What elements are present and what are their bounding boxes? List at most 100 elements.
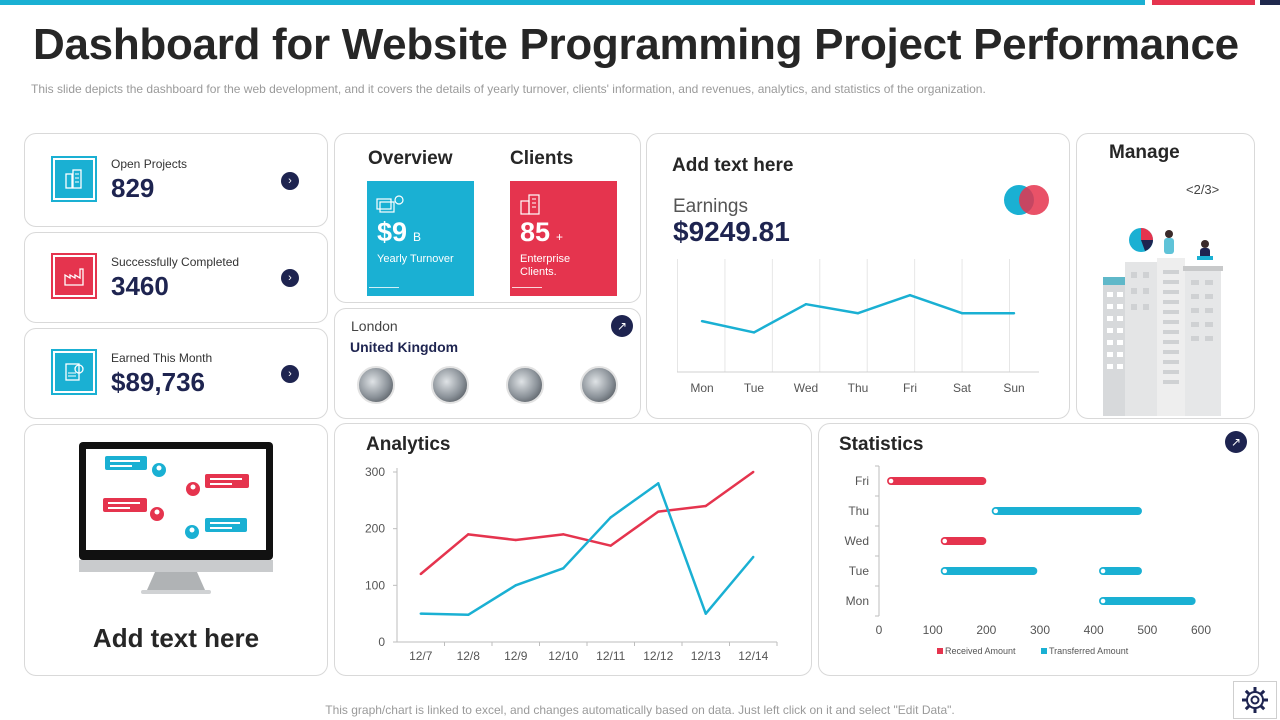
- stats-y-tick-label: Mon: [846, 594, 869, 608]
- earnings-point: [804, 303, 808, 306]
- analytics-x-tick-label: 12/10: [548, 649, 578, 663]
- analytics-point: [657, 482, 660, 485]
- analytics-point: [467, 613, 470, 616]
- page-title: Dashboard for Website Programming Projec…: [33, 20, 1239, 69]
- stats-bar-start-dot: [1100, 568, 1106, 574]
- kpi-earned-button[interactable]: ›: [281, 365, 299, 383]
- statistics-title: Statistics: [839, 434, 924, 455]
- earnings-heading: Add text here: [672, 155, 794, 176]
- analytics-x-tick-label: 12/8: [457, 649, 481, 663]
- analytics-point: [657, 510, 660, 513]
- stats-legend-swatch: [937, 648, 943, 654]
- page-subtitle: This slide depicts the dashboard for the…: [31, 82, 986, 96]
- earnings-x-tick-label: Sun: [1003, 381, 1024, 395]
- turnover-unit: B: [413, 230, 422, 244]
- stats-legend-label: Received Amount: [945, 646, 1016, 656]
- location-city: London: [351, 318, 398, 334]
- kpi-completed-button[interactable]: ›: [281, 269, 299, 287]
- location-country: United Kingdom: [350, 339, 459, 355]
- office-building-icon: [520, 194, 540, 215]
- analytics-point: [704, 612, 707, 615]
- stats-x-tick-label: 400: [1084, 623, 1104, 637]
- analytics-x-tick-label: 12/14: [738, 649, 768, 663]
- kpi-card-completed: Successfully Completed 3460 ›: [24, 232, 328, 323]
- manage-pager[interactable]: <2/3>: [1186, 182, 1220, 197]
- analytics-y-tick-label: 200: [365, 522, 385, 536]
- earnings-x-tick-label: Sat: [953, 381, 972, 395]
- earnings-x-tick-label: Tue: [744, 381, 765, 395]
- stats-x-tick-label: 0: [876, 623, 883, 637]
- earnings-x-tick-label: Mon: [690, 381, 713, 395]
- stats-x-tick-label: 100: [923, 623, 943, 637]
- city-photo-icon[interactable]: [580, 366, 618, 404]
- stats-bar-start-dot: [942, 568, 948, 574]
- manage-card: Manage <2/3>: [1076, 133, 1255, 419]
- stats-x-tick-label: 500: [1137, 623, 1157, 637]
- top-accent-bar-red: [1152, 0, 1255, 5]
- expand-location-button[interactable]: ↗: [611, 315, 633, 337]
- earnings-point: [856, 312, 860, 315]
- settings-button[interactable]: [1233, 681, 1277, 719]
- clients-tile: 85 + Enterprise Clients.: [510, 181, 617, 296]
- earnings-point: [908, 293, 912, 297]
- stats-x-tick-label: 300: [1030, 623, 1050, 637]
- analytics-point: [752, 555, 755, 559]
- analytics-point: [609, 544, 612, 547]
- analytics-series-line: [419, 470, 754, 575]
- kpi-label: Open Projects: [111, 157, 188, 171]
- stats-bar: [940, 567, 1038, 575]
- earnings-point: [960, 312, 964, 315]
- analytics-series-line: [420, 482, 755, 617]
- stats-bar-start-dot: [1100, 598, 1106, 604]
- analytics-y-tick-label: 0: [378, 635, 385, 649]
- monitor-caption: Add text here: [92, 623, 260, 653]
- analytics-x-tick-label: 12/9: [504, 649, 528, 663]
- earnings-x-tick-label: Thu: [848, 381, 869, 395]
- analytics-point: [419, 612, 422, 615]
- turnover-tile: $9 B Yearly Turnover: [367, 181, 474, 296]
- earnings-point: [1012, 312, 1016, 315]
- overview-heading: Overview: [368, 148, 453, 169]
- analytics-point: [467, 533, 470, 536]
- analytics-point: [562, 533, 565, 536]
- money-icon: [376, 195, 404, 213]
- stats-bar: [1099, 567, 1142, 575]
- analytics-point: [514, 584, 517, 587]
- stats-bar: [940, 537, 987, 545]
- earnings-card: Add text here Earnings $9249.81 Mon Tue We…: [646, 133, 1070, 419]
- analytics-point: [514, 538, 517, 542]
- earnings-label: Earnings: [673, 196, 748, 217]
- analytics-point: [609, 516, 612, 519]
- kpi-value: 829: [111, 173, 155, 203]
- kpi-value: $89,736: [111, 367, 205, 397]
- gear-icon: [1242, 687, 1268, 713]
- overview-card: Overview Clients $9 B Yearly Turnover 85 +…: [334, 133, 641, 303]
- earnings-line-chart: Mon Tue Wed Thu Fri Sat Sun: [677, 259, 1039, 395]
- kpi-open-projects-button[interactable]: ›: [281, 172, 299, 190]
- stats-y-tick-label: Wed: [845, 534, 869, 548]
- expand-statistics-button[interactable]: ↗: [1225, 431, 1247, 453]
- monitor-card: Add text here: [24, 424, 328, 676]
- stats-bar-start-dot: [888, 478, 894, 484]
- earnings-point: [700, 319, 704, 323]
- clients-unit: +: [556, 230, 564, 244]
- analytics-y-tick-label: 100: [365, 578, 385, 592]
- monitor-chat-illustration-icon: [79, 442, 273, 594]
- analytics-line-chart: 0 100 200 300 12/7 12/8 12/9 12/10 12/11 12/12 12/…: [365, 465, 778, 663]
- analytics-x-tick-label: 12/7: [409, 649, 433, 663]
- buildings-illustration-icon: [1103, 228, 1223, 416]
- clients-heading: Clients: [510, 148, 574, 169]
- analytics-x-tick-label: 12/13: [691, 649, 721, 663]
- analytics-point: [752, 470, 755, 474]
- city-photo-icon[interactable]: [431, 366, 469, 404]
- stats-bar: [887, 477, 987, 485]
- stats-bar: [1099, 597, 1196, 605]
- city-photo-icon[interactable]: [357, 366, 395, 404]
- stats-bar-start-dot: [993, 508, 998, 514]
- kpi-label: Successfully Completed: [111, 255, 240, 269]
- analytics-point: [562, 567, 565, 570]
- clients-desc: Enterprise Clients.: [520, 253, 571, 278]
- city-photo-icon[interactable]: [506, 366, 544, 404]
- analytics-point: [704, 504, 707, 508]
- top-accent-bar: [0, 0, 1145, 5]
